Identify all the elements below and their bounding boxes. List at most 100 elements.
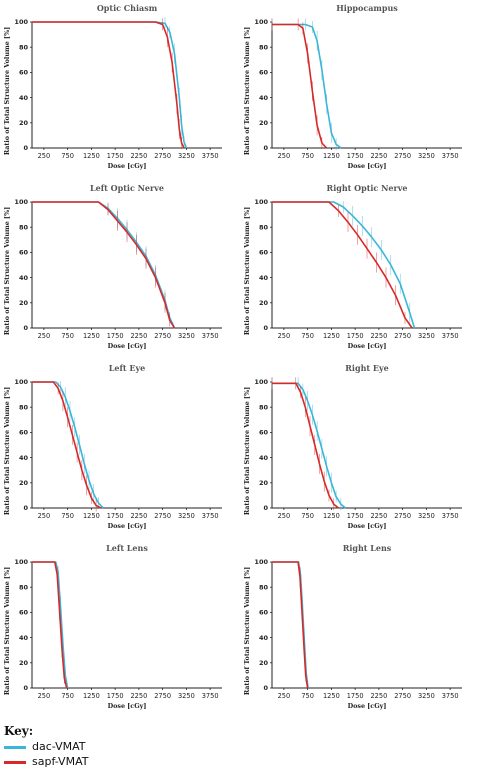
x-tick-label: 1750 [347,692,364,700]
series-line-dac-vmat [272,201,416,329]
x-tick-label: 1250 [83,152,100,160]
x-tick-label: 750 [301,692,314,700]
x-tick-label: 2750 [394,332,411,340]
x-tick-label: 3750 [202,332,219,340]
x-tick-label: 750 [61,152,74,160]
y-tick-label: 20 [259,479,269,487]
chart-title: Optic Chiasm [97,3,158,13]
chart-title: Hippocampus [336,3,398,13]
x-axis-label: Dose [cGy] [108,702,147,710]
series-line-sapf-vmat [32,381,102,509]
chart-svg: Right Eye 0 20 40 60 80 100 250 750 1250 1750 2250 2… [243,363,462,530]
x-tick-label: 3250 [418,152,435,160]
legend: Key: dac-VMAT sapf-VMAT [4,724,204,768]
chart-svg: Right Lens 0 20 40 60 80 100 250 750 1250 1750 2250… [243,543,462,710]
y-tick-label: 40 [259,274,269,282]
x-tick-label: 3250 [178,332,195,340]
y-tick-label: 20 [19,479,29,487]
chart-panel-4: Left Eye 0 20 40 60 80 100 250 750 1250 1750 2250 27… [0,360,240,540]
x-axis-label: Dose [cGy] [348,162,387,170]
x-tick-label: 3250 [178,152,195,160]
chart-svg: Left Eye 0 20 40 60 80 100 250 750 1250 1750 2250 27… [3,363,222,530]
series-line-dac-vmat [272,382,347,509]
y-tick-label: 40 [19,634,29,642]
x-tick-label: 250 [38,332,51,340]
y-tick-label: 0 [23,324,28,332]
y-axis-label: Ratio of Total Structure Volume [%] [243,567,251,695]
y-tick-label: 100 [254,558,268,566]
y-tick-label: 20 [259,659,269,667]
y-axis-label: Ratio of Total Structure Volume [%] [243,387,251,515]
x-tick-label: 3250 [418,332,435,340]
x-axis-label: Dose [cGy] [348,522,387,530]
y-tick-label: 60 [259,69,269,77]
chart-panel-7: Right Lens 0 20 40 60 80 100 250 750 1250 1750 2250… [240,540,480,720]
y-tick-label: 20 [19,119,29,127]
x-tick-label: 250 [278,152,291,160]
y-tick-label: 100 [14,198,28,206]
chart-title: Left Optic Nerve [90,183,164,193]
x-tick-label: 3750 [442,512,459,520]
series-line-dac-vmat [32,381,104,509]
x-tick-label: 750 [61,332,74,340]
series-line-sapf-vmat [272,23,328,149]
dvh-chart-grid: Optic Chiasm 0 20 40 60 80 100 250 750 1250 1750 22… [0,3,480,720]
x-tick-label: 2750 [154,692,171,700]
y-axis-label: Ratio of Total Structure Volume [%] [3,207,11,335]
axes-frame [271,382,462,509]
legend-swatch-sapf-vmat [4,761,26,764]
y-tick-label: 40 [19,94,29,102]
y-tick-label: 80 [259,583,269,591]
y-tick-label: 0 [23,504,28,512]
y-tick-label: 80 [19,43,29,51]
y-tick-label: 20 [259,119,269,127]
x-tick-label: 2250 [370,512,387,520]
y-tick-label: 100 [14,378,28,386]
x-tick-label: 3750 [442,152,459,160]
y-tick-label: 60 [259,609,269,617]
chart-svg: Left Optic Nerve 0 20 40 60 80 100 250 750 1250 17… [3,183,222,350]
chart-title: Right Eye [345,363,388,373]
x-tick-label: 2750 [154,332,171,340]
y-tick-label: 60 [19,609,29,617]
legend-label-sapf-vmat: sapf-VMAT [32,755,89,768]
series-line-dac-vmat [32,21,188,149]
chart-panel-3: Right Optic Nerve 0 20 40 60 80 100 250 750 1250 1… [240,180,480,360]
y-tick-label: 80 [19,403,29,411]
x-tick-label: 2750 [394,512,411,520]
x-tick-label: 1250 [83,332,100,340]
x-tick-label: 1250 [323,332,340,340]
series-line-sapf-vmat [32,201,176,329]
x-tick-label: 2250 [370,332,387,340]
x-tick-label: 1250 [83,512,100,520]
x-tick-label: 3250 [418,512,435,520]
x-tick-label: 250 [278,512,291,520]
chart-panel-2: Left Optic Nerve 0 20 40 60 80 100 250 750 1250 17… [0,180,240,360]
axes-frame [271,202,462,329]
axes-frame [271,22,462,149]
y-tick-label: 40 [259,454,269,462]
y-tick-label: 100 [14,18,28,26]
y-tick-label: 20 [259,299,269,307]
x-tick-label: 2250 [370,152,387,160]
y-tick-label: 0 [263,684,268,692]
x-tick-label: 3750 [442,332,459,340]
x-tick-label: 2750 [154,512,171,520]
x-tick-label: 1750 [347,332,364,340]
series-line-sapf-vmat [272,561,309,689]
x-tick-label: 2250 [370,692,387,700]
y-axis-label: Ratio of Total Structure Volume [%] [3,387,11,515]
x-tick-label: 250 [38,512,51,520]
x-tick-label: 3750 [202,512,219,520]
y-tick-label: 80 [19,223,29,231]
chart-svg: Right Optic Nerve 0 20 40 60 80 100 250 750 1250 1… [243,183,462,350]
x-tick-label: 2250 [130,152,147,160]
axes-frame [31,382,222,509]
x-tick-label: 250 [278,332,291,340]
y-tick-label: 0 [263,144,268,152]
y-tick-label: 60 [259,249,269,257]
x-tick-label: 2250 [130,692,147,700]
chart-svg: Optic Chiasm 0 20 40 60 80 100 250 750 1250 1750 22… [3,3,222,170]
y-tick-label: 60 [19,429,29,437]
y-tick-label: 60 [259,429,269,437]
